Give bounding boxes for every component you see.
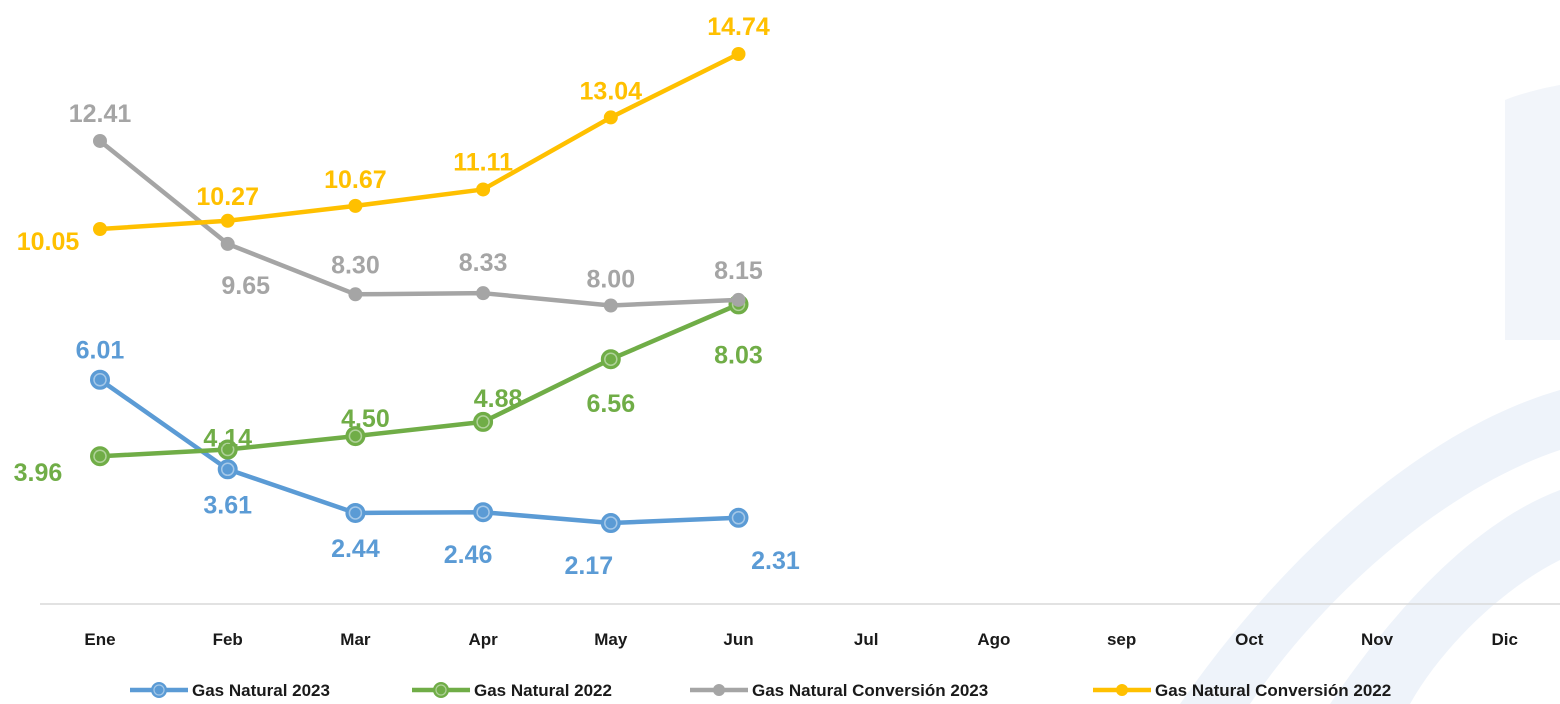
data-point	[600, 349, 621, 370]
data-point	[220, 213, 235, 228]
data-point	[90, 369, 110, 390]
data-label: 6.01	[76, 337, 125, 365]
data-point-inner	[93, 372, 107, 387]
legend-item: Gas Natural 2023	[130, 681, 330, 700]
series-lines	[90, 47, 749, 534]
data-label: 10.05	[17, 228, 80, 256]
data-point	[603, 110, 618, 125]
data-point-inner	[93, 449, 107, 463]
legend-swatch-marker	[151, 682, 167, 698]
data-label: 8.15	[714, 257, 763, 285]
data-label: 8.33	[459, 249, 508, 277]
data-point	[473, 411, 494, 432]
data-point	[93, 222, 107, 236]
data-point-inner	[476, 505, 490, 519]
data-label: 14.74	[707, 13, 770, 41]
data-label: 10.67	[324, 166, 387, 194]
legend-label: Gas Natural Conversión 2022	[1155, 681, 1391, 700]
data-label: 4.14	[203, 425, 252, 453]
series-line	[97, 138, 741, 308]
data-point-inner	[348, 506, 363, 520]
data-label: 2.17	[564, 552, 613, 580]
data-point-inner	[731, 511, 746, 525]
data-point	[731, 292, 746, 307]
data-point	[476, 182, 491, 197]
data-point	[600, 513, 621, 534]
x-tick-label: Apr	[468, 630, 498, 649]
data-point	[217, 439, 238, 460]
data-point-inner	[220, 442, 235, 457]
background-watermark	[1180, 85, 1560, 704]
data-point	[603, 298, 618, 313]
data-label: 2.31	[751, 547, 800, 575]
data-label: 13.04	[580, 77, 643, 105]
data-label: 3.96	[14, 459, 63, 487]
data-label: 6.56	[586, 390, 635, 418]
legend: Gas Natural 2023 Gas Natural 2022 Gas Natu…	[130, 681, 1391, 700]
data-point	[473, 502, 494, 523]
legend-item: Gas Natural Conversión 2022	[1093, 681, 1391, 700]
data-point-inner	[220, 462, 235, 477]
series-line	[97, 302, 741, 459]
legend-swatch-marker	[713, 684, 725, 696]
data-point	[220, 236, 235, 251]
data-label: 11.11	[453, 148, 513, 176]
data-label: 10.27	[196, 183, 259, 211]
data-label: 2.46	[444, 541, 493, 569]
x-tick-label: Ene	[84, 630, 115, 649]
data-point	[93, 133, 107, 148]
x-tick-label: May	[594, 630, 628, 649]
series-line	[97, 51, 741, 232]
x-tick-label: Oct	[1235, 630, 1264, 649]
x-tick-label: Ago	[977, 630, 1010, 649]
data-label: 8.30	[331, 251, 380, 279]
data-label: 8.03	[714, 341, 763, 369]
data-point	[345, 502, 366, 523]
legend-swatch-marker	[1116, 684, 1128, 696]
data-point-inner	[348, 429, 363, 443]
legend-swatch-marker-inner	[153, 684, 165, 696]
data-point	[217, 459, 238, 480]
x-tick-label: Jun	[723, 630, 753, 649]
data-point	[731, 47, 746, 61]
data-point-inner	[604, 516, 618, 530]
x-tick-label: Nov	[1361, 630, 1394, 649]
x-tick-label: sep	[1107, 630, 1136, 649]
data-label: 2.44	[331, 535, 380, 563]
data-point-inner	[476, 415, 490, 429]
x-tick-label: Dic	[1491, 630, 1517, 649]
data-label: 4.50	[341, 405, 390, 433]
data-point	[90, 446, 110, 467]
data-label: 3.61	[203, 491, 252, 519]
x-tick-label: Feb	[213, 630, 243, 649]
legend-swatch-marker	[433, 682, 449, 698]
data-label: 4.88	[474, 385, 523, 413]
x-tick-label: Jul	[854, 630, 879, 649]
legend-item: Gas Natural 2022	[412, 681, 612, 700]
data-label: 12.41	[69, 100, 132, 128]
legend-label: Gas Natural 2023	[192, 681, 330, 700]
legend-label: Gas Natural 2022	[474, 681, 612, 700]
data-label: 9.65	[221, 272, 270, 300]
legend-swatch-marker-inner	[435, 684, 447, 696]
x-axis-ticks: Ene Feb Mar Apr May Jun Jul Ago sep Oct Nov Dic	[84, 630, 1518, 649]
data-point	[476, 286, 491, 301]
data-labels: 6.01 3.61 2.44 2.46 2.17 2.31 3.96 4.14 4.50 4.88…	[14, 13, 800, 580]
series-line	[97, 377, 741, 526]
data-label: 8.00	[586, 265, 635, 293]
legend-label: Gas Natural Conversión 2023	[752, 681, 988, 700]
data-point	[348, 198, 363, 213]
data-point	[348, 287, 363, 302]
x-tick-label: Mar	[340, 630, 371, 649]
legend-item: Gas Natural Conversión 2023	[690, 681, 988, 700]
data-point-inner	[604, 352, 618, 366]
data-point	[728, 507, 749, 528]
data-point	[345, 426, 366, 447]
